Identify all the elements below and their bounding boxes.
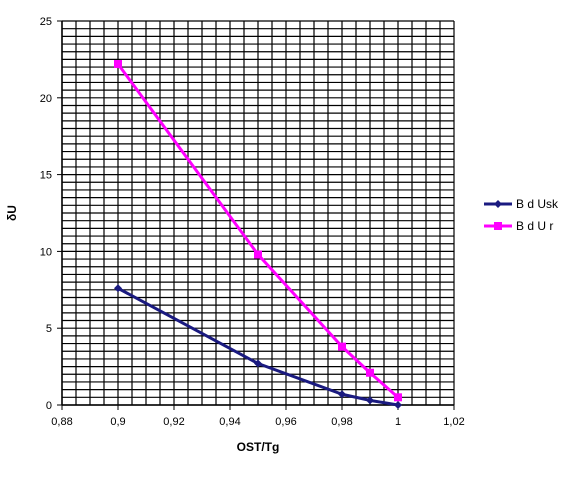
y-tick-label: 15 (40, 170, 52, 182)
y-tick-label: 10 (40, 246, 52, 258)
x-tick-label: 0,88 (51, 416, 72, 428)
legend-swatch-marker (494, 200, 502, 208)
y-axis-title: δU (5, 205, 19, 221)
data-point (254, 250, 262, 259)
x-tick-labels: 0,88 0,9 0,92 0,94 0,96 0,98 1 1,02 (51, 416, 464, 428)
data-point (254, 359, 262, 368)
x-tick-label: 0,94 (219, 416, 240, 428)
series-group (114, 60, 402, 409)
data-point (366, 396, 374, 405)
y-tick-label: 25 (40, 16, 52, 28)
legend-swatch-marker (494, 222, 502, 230)
grid (61, 20, 455, 406)
legend-item: B d Usk (484, 197, 559, 211)
legend-item: B d U r (484, 219, 553, 233)
data-point (338, 342, 346, 351)
x-tick-label: 0,92 (163, 416, 184, 428)
data-point (366, 368, 374, 377)
legend-label: B d U r (516, 219, 553, 233)
x-tick-label: 0,9 (110, 416, 125, 428)
data-point (394, 401, 402, 409)
data-point (338, 390, 346, 399)
axes (57, 20, 455, 410)
y-tick-label: 5 (46, 323, 52, 335)
y-tick-label: 20 (40, 93, 52, 105)
x-tick-label: 1 (395, 416, 401, 428)
data-point (394, 393, 402, 402)
y-tick-labels: 0 5 10 15 20 25 (40, 16, 52, 412)
series-1 (114, 284, 402, 409)
legend-label: B d Usk (516, 197, 559, 211)
x-tick-label: 1,02 (443, 416, 464, 428)
data-point (114, 284, 122, 293)
x-tick-label: 0,96 (275, 416, 296, 428)
x-axis-title: OST/Tg (237, 440, 280, 454)
series-2 (114, 60, 402, 402)
data-point (114, 60, 122, 69)
x-tick-label: 0,98 (331, 416, 352, 428)
legend: B d Usk B d U r (484, 197, 559, 233)
y-tick-label: 0 (46, 400, 52, 412)
